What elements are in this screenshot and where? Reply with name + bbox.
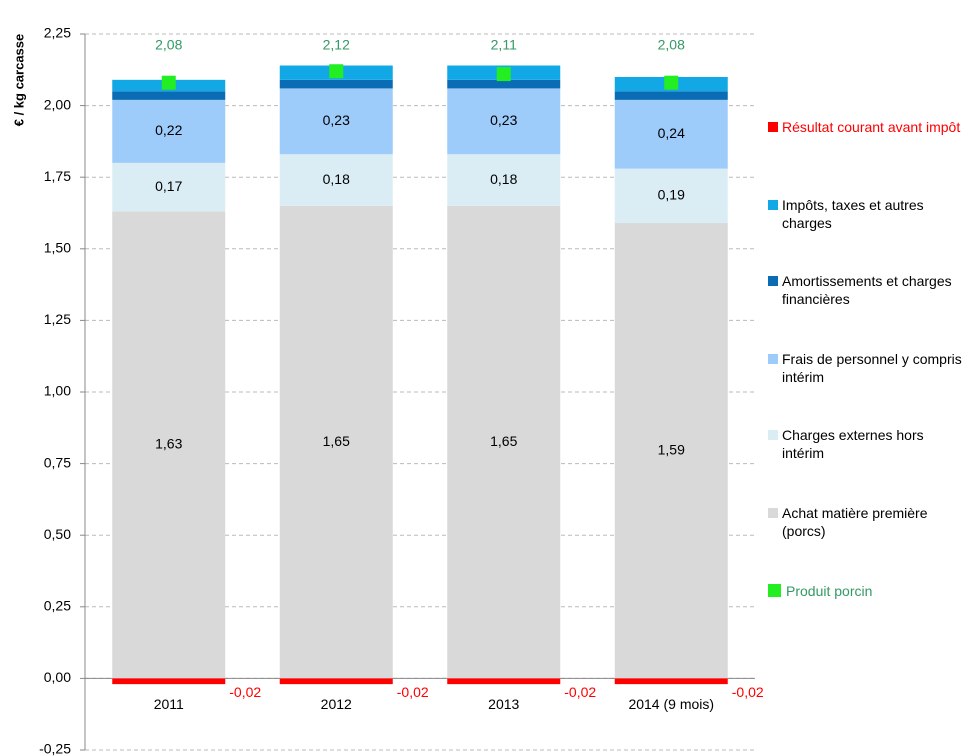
bar-segment bbox=[279, 154, 393, 206]
legend-swatch bbox=[768, 276, 778, 286]
data-label: 0,18 bbox=[323, 171, 350, 187]
y-tick-label: -0,25 bbox=[39, 741, 71, 756]
y-tick-label: 1,00 bbox=[44, 383, 71, 399]
data-label: -0,02 bbox=[229, 684, 261, 700]
legend-swatch bbox=[768, 122, 778, 132]
legend-label: Résultat courant avant impôt bbox=[782, 119, 961, 135]
data-label: -0,02 bbox=[732, 684, 764, 700]
bar-segment bbox=[614, 91, 728, 100]
marker bbox=[329, 64, 344, 79]
y-tick-label: 0,50 bbox=[44, 526, 71, 542]
bar-segment bbox=[279, 205, 393, 679]
data-label: 0,23 bbox=[490, 112, 517, 128]
data-label: 2,08 bbox=[155, 37, 182, 53]
bar-segment bbox=[447, 205, 561, 679]
data-label: 1,63 bbox=[155, 436, 182, 452]
y-tick-label: 0,25 bbox=[44, 598, 71, 614]
bar-segment bbox=[614, 99, 728, 169]
data-label: 2,12 bbox=[323, 37, 350, 53]
bar-segment bbox=[447, 79, 561, 89]
legend-item: Résultat courant avant impôt bbox=[768, 118, 964, 136]
data-label: -0,02 bbox=[564, 684, 596, 700]
bar-segment bbox=[447, 678, 561, 685]
y-tick-label: 0,75 bbox=[44, 454, 71, 470]
data-label: 0,19 bbox=[658, 187, 685, 203]
marker bbox=[161, 75, 176, 90]
legend-label: Amortissements et charges financières bbox=[782, 273, 952, 307]
legend-item: Charges externes hors intérim bbox=[768, 426, 964, 462]
bar-segment bbox=[279, 678, 393, 685]
y-tick-label: 1,25 bbox=[44, 311, 71, 327]
data-label: 2,08 bbox=[658, 37, 685, 53]
x-tick-label: 2012 bbox=[321, 696, 352, 712]
bar-segment bbox=[447, 154, 561, 206]
y-tick-label: 0,00 bbox=[44, 669, 71, 685]
y-tick-label: 2,25 bbox=[44, 25, 71, 41]
bar-segment bbox=[279, 88, 393, 155]
data-label: 0,22 bbox=[155, 122, 182, 138]
legend-swatch bbox=[768, 200, 778, 210]
legend-swatch bbox=[768, 430, 778, 440]
legend-item: Produit porcin bbox=[768, 582, 964, 600]
bar-segment bbox=[112, 162, 226, 212]
x-tick-label: 2014 (9 mois) bbox=[628, 696, 714, 712]
data-label: 1,59 bbox=[658, 441, 685, 457]
bar-segment bbox=[614, 168, 728, 224]
y-tick-label: 2,00 bbox=[44, 96, 71, 112]
data-label: 0,24 bbox=[658, 125, 685, 141]
data-label: 1,65 bbox=[323, 433, 350, 449]
legend-item: Frais de personnel y compris intérim bbox=[768, 350, 964, 386]
bar-segment bbox=[614, 678, 728, 685]
y-tick-label: 1,50 bbox=[44, 240, 71, 256]
legend-item: Achat matière première (porcs) bbox=[768, 504, 964, 540]
bar-segment bbox=[279, 79, 393, 89]
bar-segment bbox=[112, 211, 226, 679]
legend-swatch bbox=[768, 508, 778, 518]
legend-label: Impôts, taxes et autres charges bbox=[782, 197, 924, 231]
legend-swatch bbox=[768, 584, 781, 597]
bar-segment bbox=[447, 88, 561, 155]
data-label: 2,11 bbox=[491, 37, 517, 53]
data-label: 0,23 bbox=[323, 112, 350, 128]
legend-label: Charges externes hors intérim bbox=[782, 427, 924, 461]
bar-segment bbox=[112, 678, 226, 685]
legend-swatch bbox=[768, 354, 778, 364]
bar-segment bbox=[112, 91, 226, 100]
marker bbox=[496, 67, 511, 82]
y-axis-label: € / kg carcasse bbox=[11, 34, 26, 127]
x-tick-label: 2011 bbox=[154, 696, 184, 712]
data-label: 1,65 bbox=[490, 433, 517, 449]
legend-label: Frais de personnel y compris intérim bbox=[782, 351, 962, 385]
data-label: 0,18 bbox=[490, 171, 517, 187]
y-tick-label: 1,75 bbox=[44, 168, 71, 184]
bar-segment bbox=[614, 223, 728, 679]
legend-item: Amortissements et charges financières bbox=[768, 272, 964, 308]
data-label: -0,02 bbox=[397, 684, 429, 700]
x-tick-label: 2013 bbox=[488, 696, 519, 712]
legend-item: Impôts, taxes et autres charges bbox=[768, 196, 964, 232]
marker bbox=[664, 75, 679, 90]
legend-label: Produit porcin bbox=[786, 583, 873, 599]
legend-label: Achat matière première (porcs) bbox=[782, 505, 928, 539]
bar-segment bbox=[112, 99, 226, 163]
data-label: 0,17 bbox=[155, 178, 182, 194]
